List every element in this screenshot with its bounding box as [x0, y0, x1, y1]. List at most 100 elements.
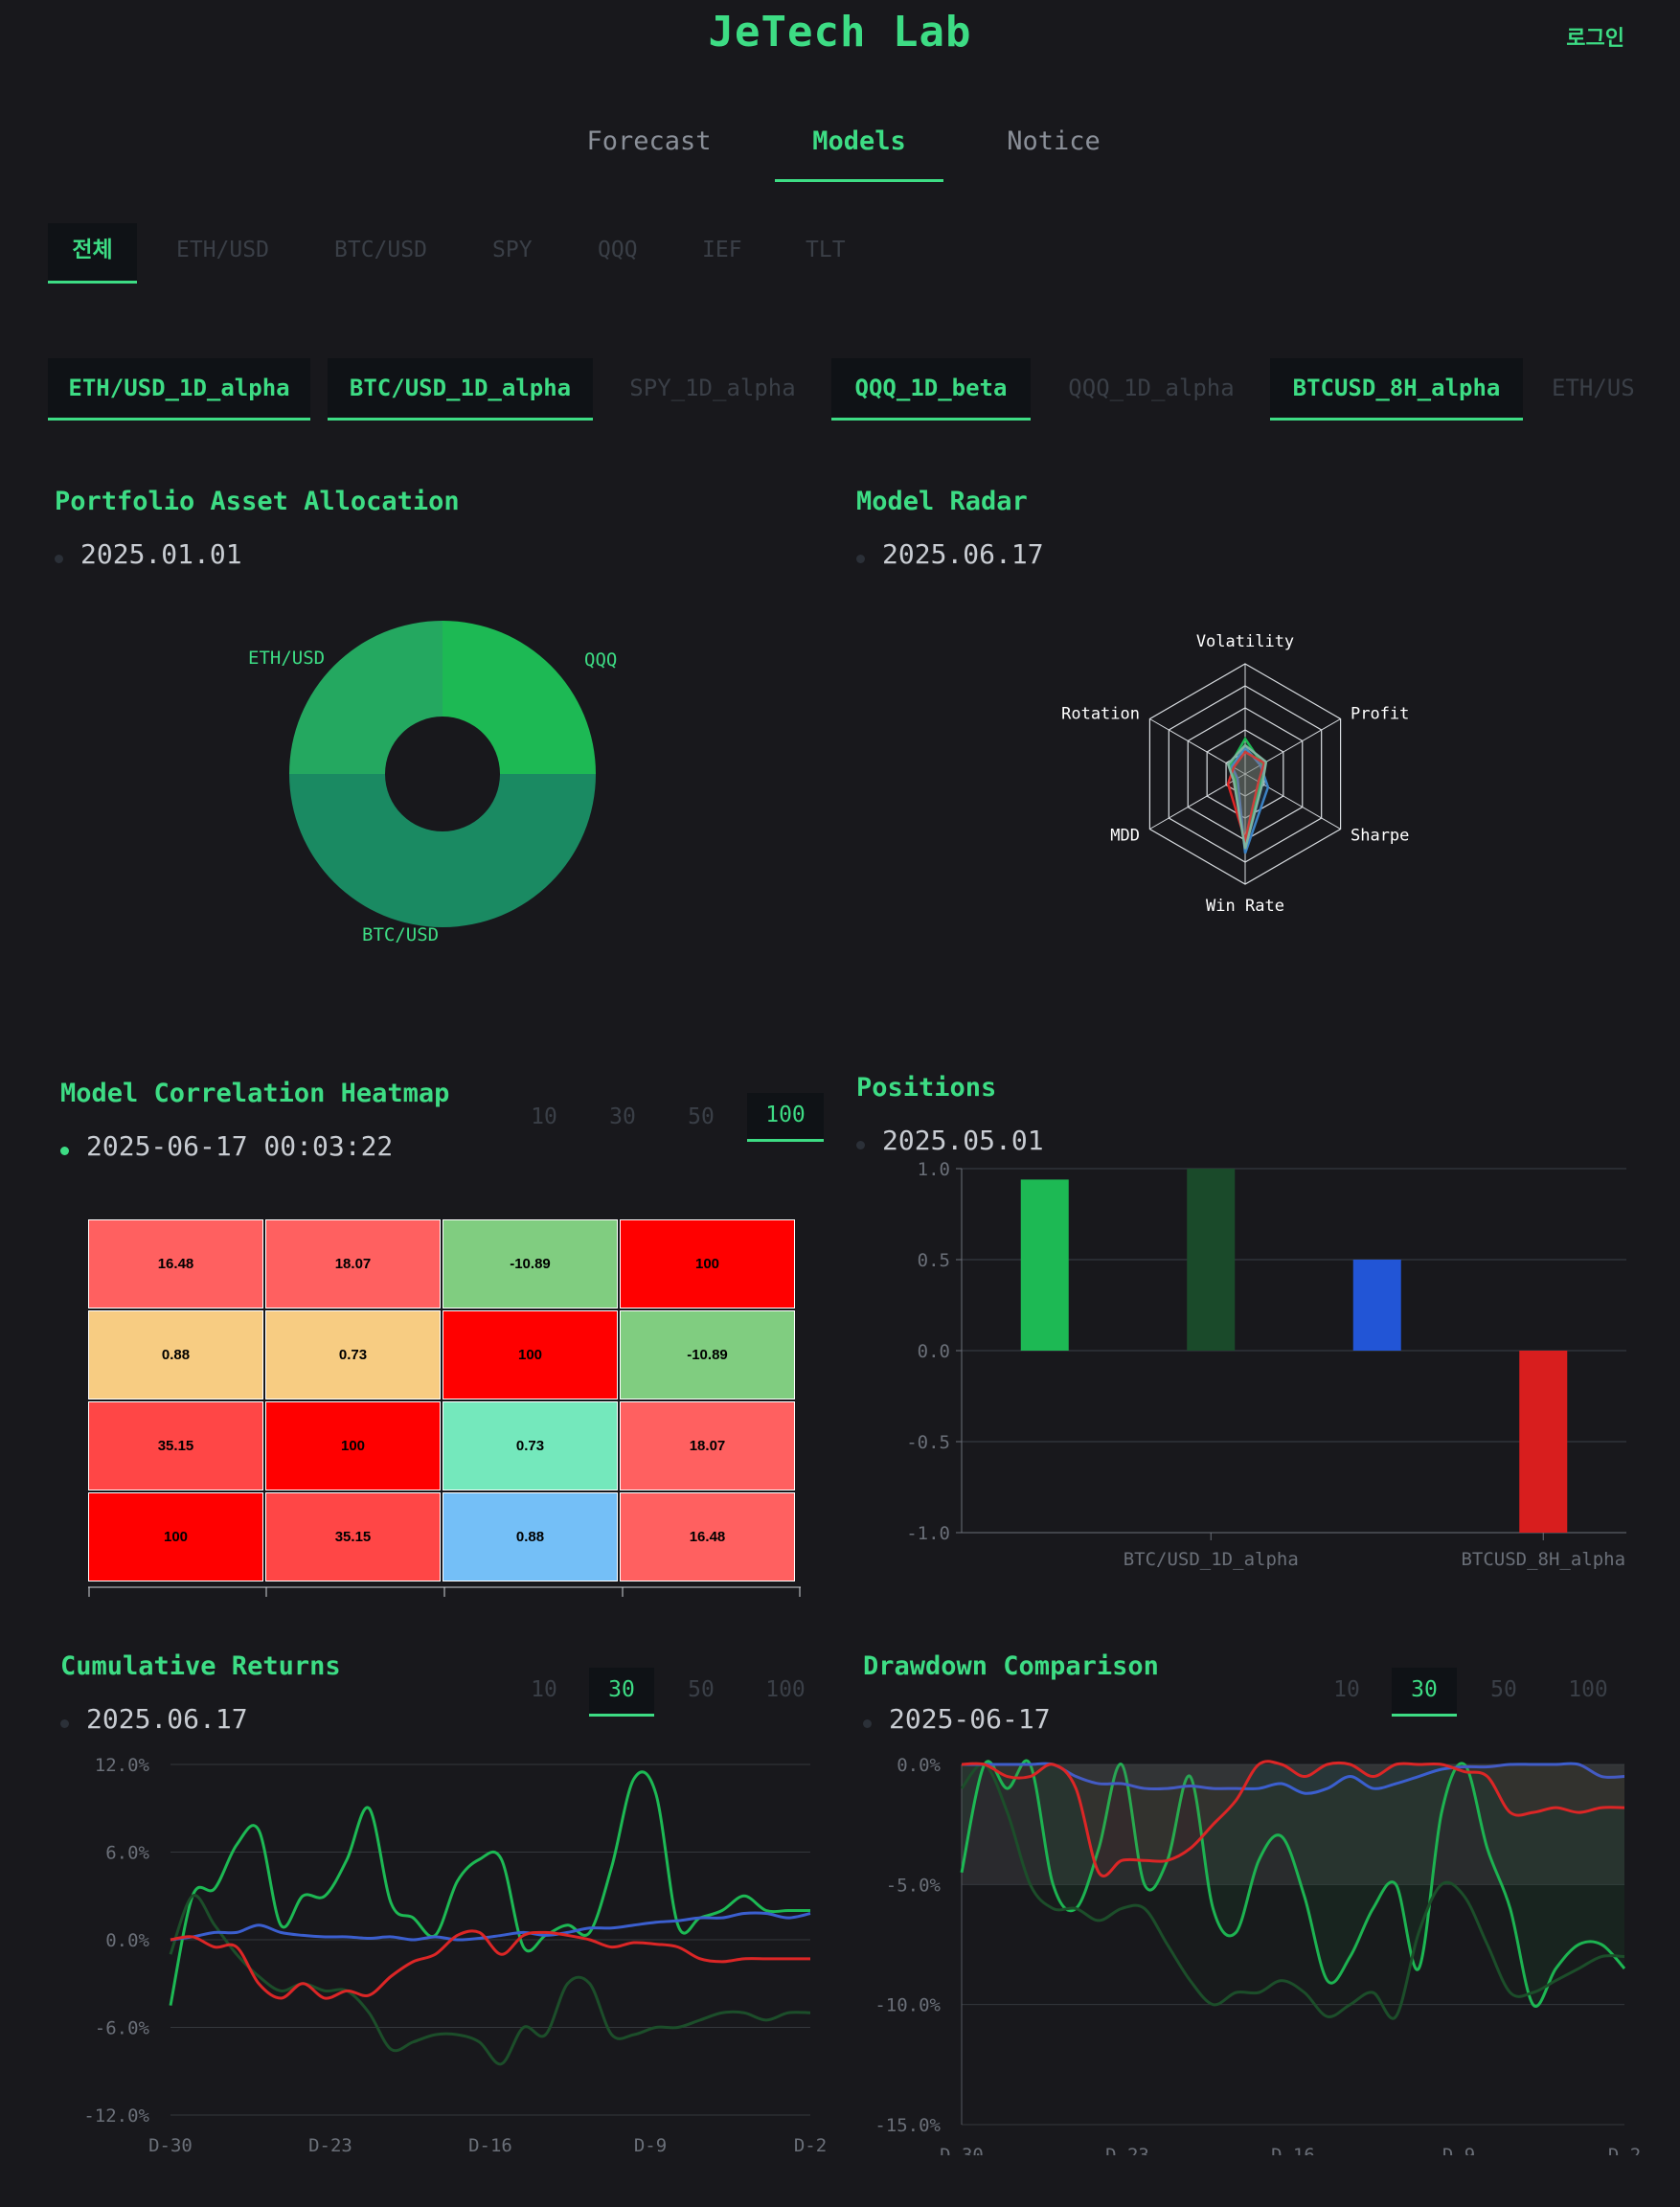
heatmap-range-30[interactable]: 30: [609, 1104, 636, 1129]
drawdown-range-50[interactable]: 50: [1490, 1677, 1517, 1702]
heatmap-cell: 0.73: [265, 1310, 441, 1399]
model-chip-btc-usd-1d-alpha[interactable]: BTC/USD_1D_alpha: [328, 358, 593, 421]
drawdown-xtick-label: D-16: [1271, 2145, 1315, 2155]
status-dot: [856, 1141, 865, 1149]
status-dot: [60, 1147, 69, 1155]
positions-date: 2025.05.01: [882, 1125, 1044, 1156]
drawdown-date-row: 2025-06-17: [863, 1703, 1051, 1735]
radar-date-row: 2025.06.17: [856, 538, 1044, 570]
cumulative-xtick-label: D-16: [468, 2135, 512, 2155]
radar-axis-label: MDD: [1110, 827, 1140, 846]
heatmap-cell: 0.73: [443, 1401, 618, 1490]
filter-ief[interactable]: IEF: [702, 238, 742, 262]
donut-label-qqq: QQQ: [584, 649, 617, 671]
drawdown-ytick-label: 0.0%: [897, 1755, 941, 1776]
allocation-title: Portfolio Asset Allocation: [55, 487, 460, 516]
model-chip-spy-1d-alpha[interactable]: SPY_1D_alpha: [629, 375, 796, 401]
positions-ytick-label: 0.0: [918, 1341, 950, 1362]
tab-notice[interactable]: Notice: [1007, 126, 1101, 156]
drawdown-date: 2025-06-17: [889, 1703, 1051, 1735]
cumulative-ytick-label: 0.0%: [105, 1930, 149, 1951]
model-chip-qqq-1d-beta[interactable]: QQQ_1D_beta: [831, 358, 1031, 421]
cumulative-series-0: [169, 1770, 810, 2006]
filter-btc-usd[interactable]: BTC/USD: [334, 238, 427, 262]
positions-xtick-label: BTCUSD_8H_alpha: [1461, 1549, 1625, 1570]
cumulative-range-10[interactable]: 10: [531, 1677, 557, 1702]
cumulative-xtick-label: D-9: [634, 2135, 667, 2155]
cumulative-title: Cumulative Returns: [60, 1651, 341, 1681]
cumulative-range-50[interactable]: 50: [688, 1677, 715, 1702]
radar-axis-label: Win Rate: [1206, 897, 1284, 916]
heatmap-cell: 18.07: [620, 1401, 795, 1490]
filter-eth-usd[interactable]: ETH/USD: [176, 238, 269, 262]
drawdown-series-3: [961, 1760, 1625, 1877]
tab-models[interactable]: Models: [812, 126, 906, 156]
cumulative-series-3: [170, 1929, 810, 2000]
drawdown-series-1: [960, 1763, 1625, 2020]
filter-qqq[interactable]: QQQ: [598, 238, 638, 262]
drawdown-range-10[interactable]: 10: [1333, 1677, 1360, 1702]
drawdown-xtick-label: D-23: [1105, 2145, 1149, 2155]
radar-chart: Volatility Profit Sharpe Win Rate MDD Rotatio…: [1061, 632, 1409, 916]
radar-axis-label: Profit: [1351, 705, 1409, 724]
radar-axis-label: Sharpe: [1351, 827, 1409, 846]
status-dot: [863, 1719, 872, 1728]
cumulative-ytick-label: -12.0%: [83, 2105, 149, 2127]
drawdown-xtick-label: D-2: [1608, 2145, 1641, 2155]
radar-axis-label: Volatility: [1196, 632, 1294, 651]
positions-ytick-label: -0.5: [906, 1432, 950, 1453]
brand-title[interactable]: JeTech Lab: [708, 8, 972, 57]
heatmap-cell: 100: [88, 1492, 263, 1581]
heatmap-range-10[interactable]: 10: [531, 1104, 557, 1129]
model-chip-btcusd-8h-alpha[interactable]: BTCUSD_8H_alpha: [1270, 358, 1523, 421]
status-dot: [55, 555, 63, 563]
cumulative-series-1: [169, 1894, 811, 2066]
cumulative-ytick-label: 12.0%: [95, 1755, 150, 1776]
heatmap-cell: 100: [620, 1219, 795, 1308]
heatmap-cell: 16.48: [620, 1492, 795, 1581]
drawdown-area-1: [962, 1763, 1624, 2019]
status-dot: [60, 1719, 69, 1728]
model-chip-eth-us[interactable]: ETH/US: [1552, 375, 1635, 401]
position-bar-btc-usd-1d-alpha: [1187, 1169, 1236, 1351]
cumulative-ytick-label: -6.0%: [95, 2018, 150, 2039]
filter-tlt[interactable]: TLT: [806, 238, 846, 262]
positions-ytick-label: -1.0: [906, 1523, 950, 1544]
cumulative-returns-chart: 12.0% 6.0% 0.0% -6.0% -12.0% D-30 D-23 D-16 D-9 D…: [83, 1755, 827, 2155]
allocation-donut-chart: QQQ BTC/USD ETH/USD: [248, 621, 617, 945]
cumulative-range-100[interactable]: 100: [765, 1677, 806, 1702]
cumulative-xtick-label: D-30: [148, 2135, 193, 2155]
model-chip-qqq-1d-alpha[interactable]: QQQ_1D_alpha: [1068, 375, 1235, 401]
filter-spy[interactable]: SPY: [492, 238, 533, 262]
position-bar-eth-usd-1d-alpha: [1020, 1179, 1069, 1351]
drawdown-ytick-label: -15.0%: [874, 2115, 941, 2136]
heatmap-cell: 100: [443, 1310, 618, 1399]
drawdown-range-30[interactable]: 30: [1392, 1668, 1457, 1717]
drawdown-range-100[interactable]: 100: [1568, 1677, 1608, 1702]
heatmap-cell: 100: [265, 1401, 441, 1490]
drawdown-area-2: [962, 1763, 1624, 1794]
heatmap-range-100[interactable]: 100: [747, 1093, 824, 1142]
heatmap-cell: 35.15: [88, 1401, 263, 1490]
donut-slice-btc-usd: [289, 774, 596, 927]
heatmap-date: 2025-06-17 00:03:22: [86, 1130, 394, 1162]
filter-all[interactable]: 전체: [48, 223, 137, 284]
login-link[interactable]: 로그인: [1566, 27, 1624, 51]
allocation-date: 2025.01.01: [80, 538, 242, 570]
heatmap-cell: -10.89: [620, 1310, 795, 1399]
cumulative-date: 2025.06.17: [86, 1703, 248, 1735]
donut-slice-eth-usd: [289, 621, 443, 774]
position-bar-qqq-1d-beta: [1352, 1260, 1401, 1351]
heatmap-range-50[interactable]: 50: [688, 1104, 715, 1129]
tab-forecast[interactable]: Forecast: [586, 126, 712, 156]
positions-ytick-label: 1.0: [918, 1159, 950, 1180]
heatmap-cell: 35.15: [265, 1492, 441, 1581]
drawdown-xtick-label: D-9: [1442, 2145, 1475, 2155]
heatmap-cell: 0.88: [88, 1310, 263, 1399]
donut-slice-qqq: [443, 621, 596, 774]
heatmap-date-row: 2025-06-17 00:03:22: [60, 1130, 393, 1162]
cumulative-xtick-label: D-23: [308, 2135, 352, 2155]
cumulative-range-30[interactable]: 30: [589, 1668, 654, 1717]
model-chip-eth-usd-1d-alpha[interactable]: ETH/USD_1D_alpha: [48, 358, 310, 421]
radar-date: 2025.06.17: [882, 538, 1044, 570]
